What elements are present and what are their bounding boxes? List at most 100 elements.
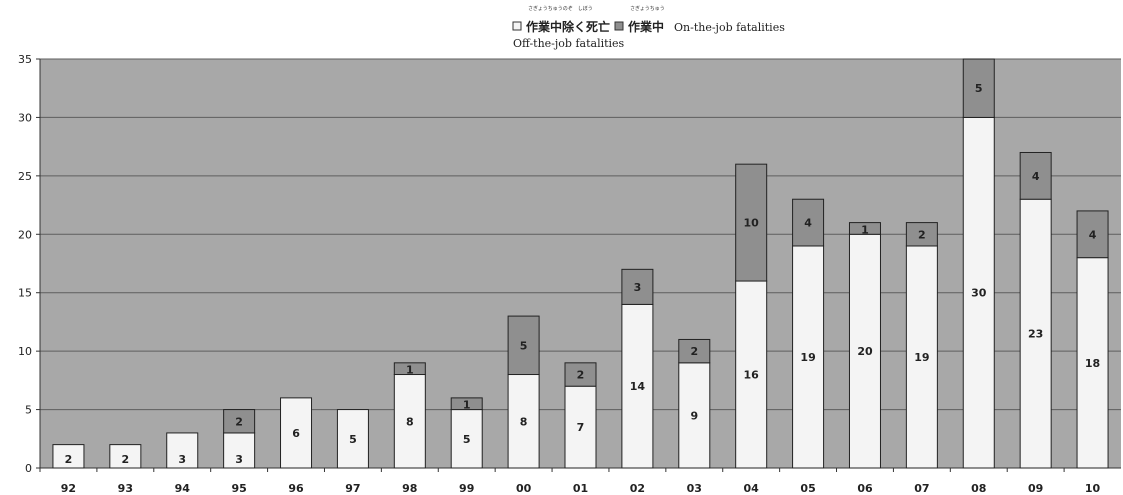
bar-off-job [905,245,938,469]
x-tick-label: 06 [857,482,873,495]
data-label-off-job: 23 [1028,328,1043,341]
data-label-off-job: 3 [178,453,186,466]
data-label-on-job: 1 [463,399,471,412]
bar-on-job [507,315,540,376]
data-label-off-job: 8 [406,415,414,428]
data-label-on-job: 2 [577,369,585,382]
data-label-on-job: 1 [406,364,414,377]
x-tick-label: 96 [288,482,304,495]
x-tick-label: 09 [1028,482,1043,495]
bar-on-job [564,362,597,387]
legend-swatch-off-job [512,21,522,31]
data-label-off-job: 18 [1085,357,1100,370]
legend-label-on-job-jp: 作業中 [628,19,664,34]
data-label-off-job: 16 [744,369,760,382]
legend-label-off-job-jp: 作業中除く死亡 [526,19,610,34]
data-label-on-job: 2 [690,345,698,358]
data-label-on-job: 4 [1032,170,1040,183]
data-label-on-job: 1 [861,223,869,236]
x-tick-label: 02 [630,482,645,495]
data-label-off-job: 30 [971,287,987,300]
legend-ruby-on-job: さぎょうちゅう [630,5,665,12]
data-label-on-job: 2 [918,228,926,241]
data-label-on-job: 4 [804,217,812,230]
x-tick-label: 00 [516,482,532,495]
bar-off-job [792,245,825,469]
data-label-on-job: 2 [235,415,243,428]
data-label-on-job: 3 [634,281,642,294]
data-label-on-job: 10 [744,217,760,230]
bar-off-job [166,432,199,469]
y-tick-label: 20 [18,228,32,241]
bar-off-job [52,444,85,469]
legend: さぎょうちゅうのぞ しぼう 作業中除く死亡 Off-the-job fatali… [512,5,785,50]
y-tick-label: 5 [25,404,32,417]
bar-off-job [280,397,313,469]
data-label-off-job: 3 [235,453,243,466]
y-tick-label: 10 [18,345,32,358]
data-label-off-job: 19 [914,351,929,364]
data-label-off-job: 14 [630,380,646,393]
x-tick-label: 97 [345,482,360,495]
x-tick-label: 94 [175,482,191,495]
data-label-off-job: 9 [690,409,698,422]
bar-on-job [450,397,483,411]
y-tick-label: 25 [18,170,32,183]
data-label-off-job: 19 [800,351,815,364]
data-label-off-job: 2 [122,453,130,466]
bar-on-job [678,338,711,364]
data-label-off-job: 7 [577,421,585,434]
bar-on-job [621,268,654,305]
bar-on-job [735,163,768,282]
bar-off-job [223,432,256,469]
x-tick-label: 05 [800,482,815,495]
bar-on-job [905,222,938,247]
bar-on-job [223,409,256,434]
bar-off-job [735,280,768,469]
data-label-off-job: 8 [520,415,528,428]
y-tick-label: 30 [18,111,32,124]
bar-on-job [1019,151,1052,200]
x-tick-label: 03 [687,482,702,495]
y-tick-label: 0 [25,462,32,475]
x-tick-label: 04 [744,482,760,495]
bar-off-job [109,444,142,469]
data-label-on-job: 5 [520,339,528,352]
legend-label-on-job-en: On-the-job fatalities [674,21,785,34]
bar-off-job [1019,198,1052,469]
x-tick-label: 08 [971,482,986,495]
data-label-off-job: 20 [857,345,873,358]
x-tick-label: 93 [118,482,133,495]
x-tick-label: 92 [61,482,76,495]
bar-off-job [1076,257,1109,469]
bar-off-job [848,233,881,469]
data-label-on-job: 4 [1089,228,1097,241]
bar-on-job [848,222,881,235]
x-tick-label: 99 [459,482,474,495]
x-tick-label: 98 [402,482,417,495]
data-label-off-job: 6 [292,427,300,440]
bar-off-job [393,374,426,469]
bar-on-job [792,198,825,247]
bar-off-job [678,362,711,469]
legend-swatch-on-job [614,21,624,31]
x-tick-label: 10 [1085,482,1101,495]
data-label-off-job: 5 [463,433,471,446]
y-tick-label: 15 [18,287,32,300]
bar-on-job [962,58,995,118]
data-label-on-job: 5 [975,82,983,95]
y-tick-label: 35 [18,53,32,66]
legend-label-off-job-en: Off-the-job fatalities [513,37,625,50]
x-tick-label: 07 [914,482,929,495]
data-label-off-job: 2 [65,453,73,466]
x-tick-label: 01 [573,482,588,495]
bar-on-job [1076,210,1109,259]
legend-ruby-off-job: さぎょうちゅうのぞ しぼう [528,5,593,12]
bar-off-job [621,303,654,469]
x-tick-label: 95 [231,482,246,495]
bar-on-job [393,362,426,376]
data-label-off-job: 5 [349,433,357,446]
plot-area: 0510152025303529229339432956965978198519… [18,53,1121,495]
bar-off-job [564,385,597,469]
